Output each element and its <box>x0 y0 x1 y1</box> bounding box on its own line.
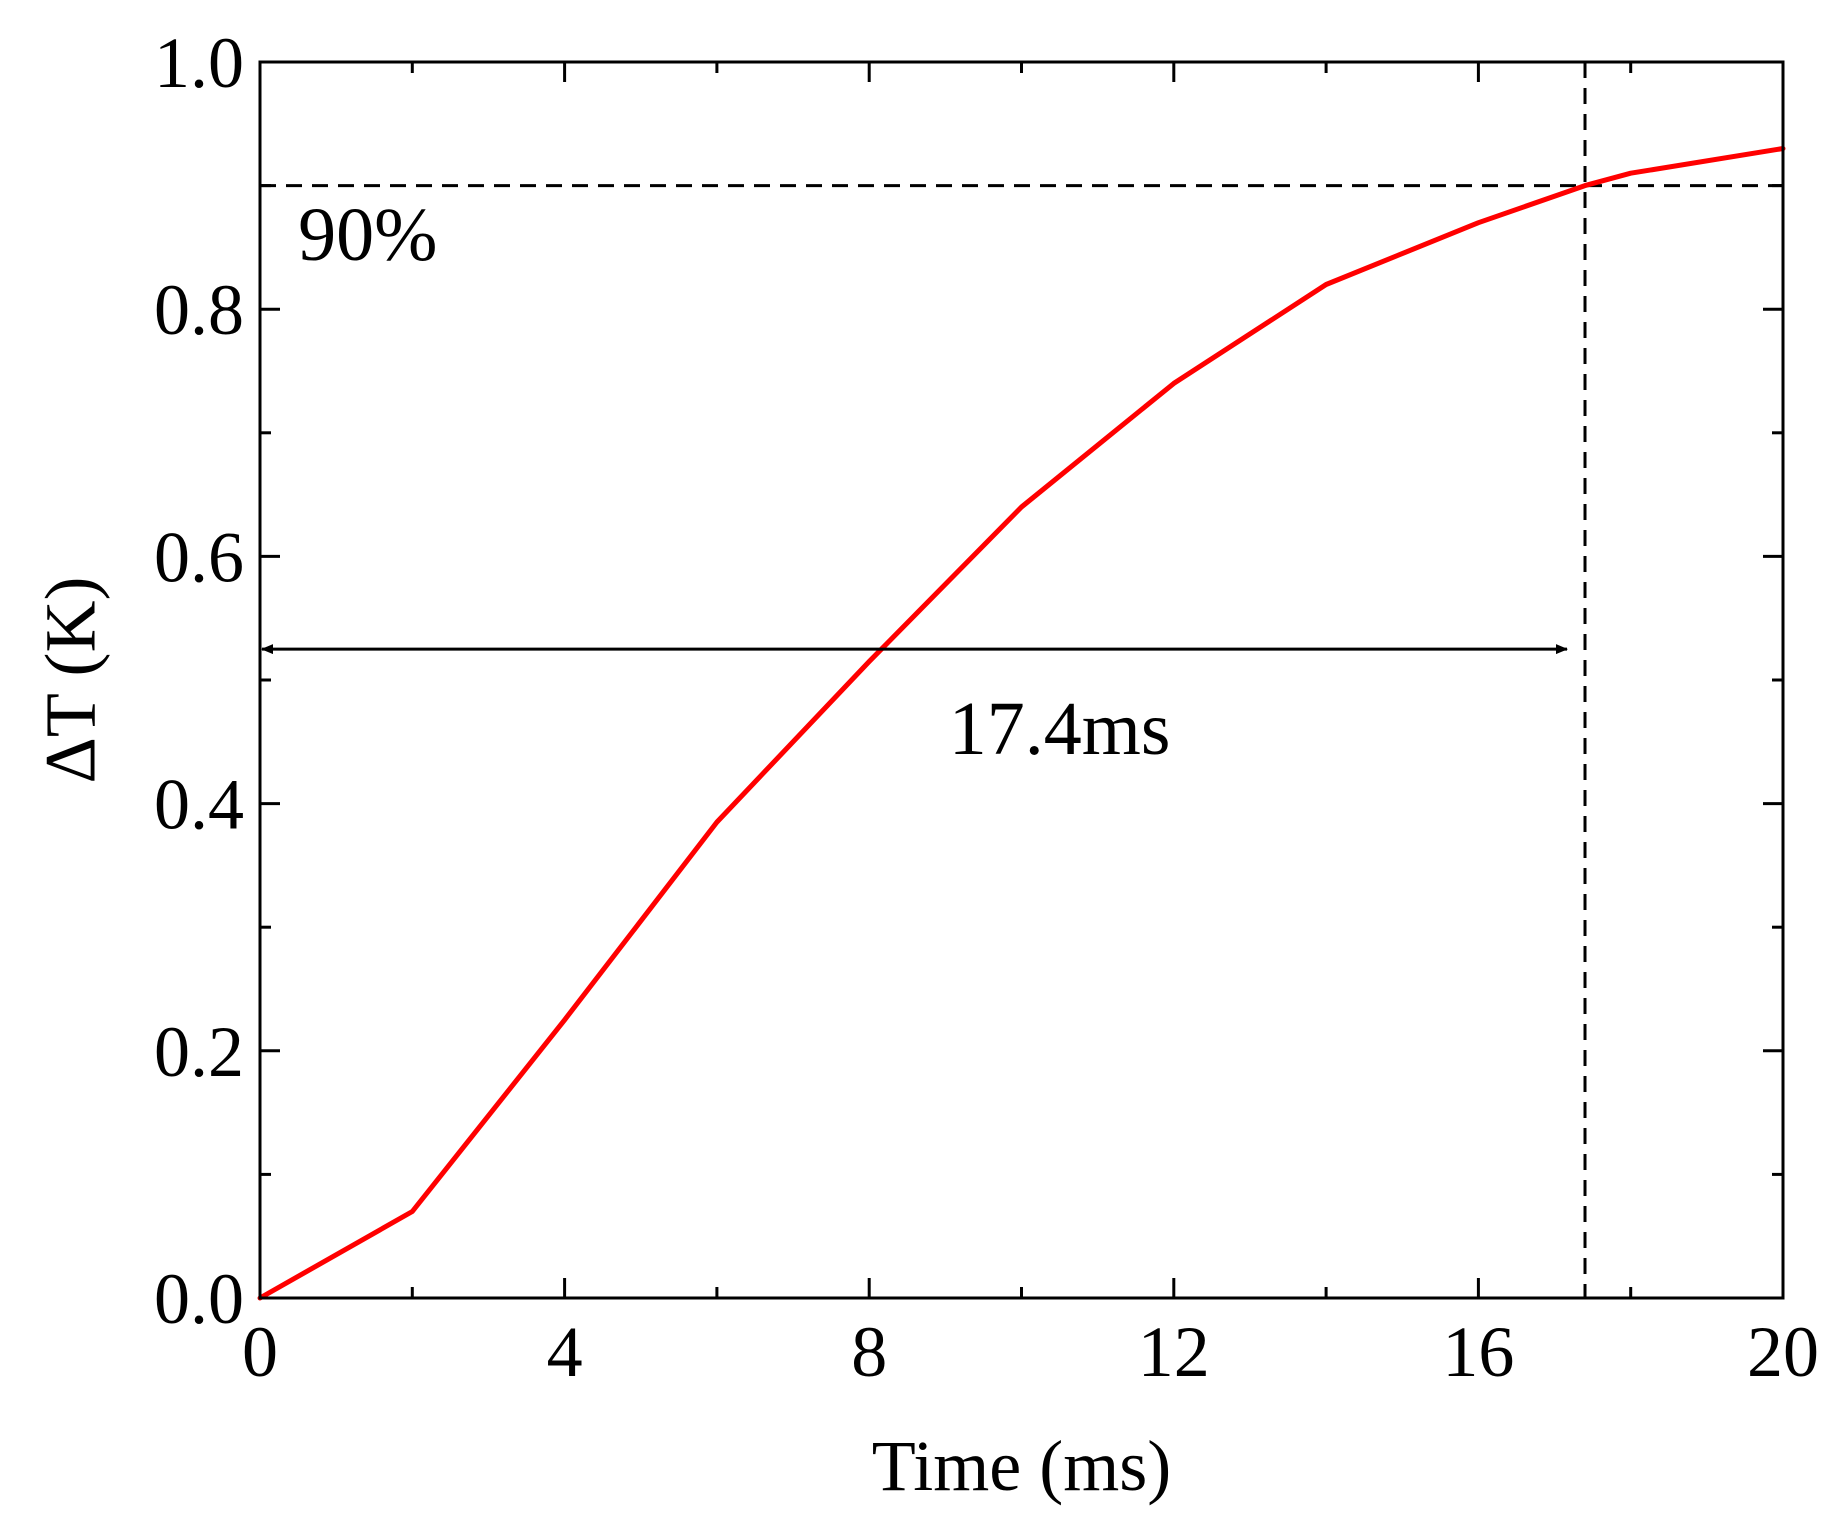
y-tick-label: 0.6 <box>154 517 244 597</box>
x-tick-label: 8 <box>851 1312 887 1392</box>
x-tick-label: 12 <box>1138 1312 1210 1392</box>
y-tick-label: 0.0 <box>154 1259 244 1339</box>
x-tick-label: 0 <box>242 1312 278 1392</box>
x-axis-title: Time (ms) <box>872 1426 1171 1506</box>
annotation-label: 90% <box>298 193 437 277</box>
annotation-label: 17.4ms <box>949 687 1171 771</box>
x-tick-label: 20 <box>1747 1312 1819 1392</box>
y-tick-label: 0.8 <box>154 270 244 350</box>
y-tick-label: 0.4 <box>154 765 244 845</box>
series-line <box>257 146 1786 1301</box>
x-tick-label: 4 <box>547 1312 583 1392</box>
y-tick-label: 1.0 <box>154 23 244 103</box>
y-axis-title: ΔT (K) <box>31 577 111 784</box>
x-tick-label: 16 <box>1442 1312 1514 1392</box>
y-tick-label: 0.2 <box>154 1012 244 1092</box>
